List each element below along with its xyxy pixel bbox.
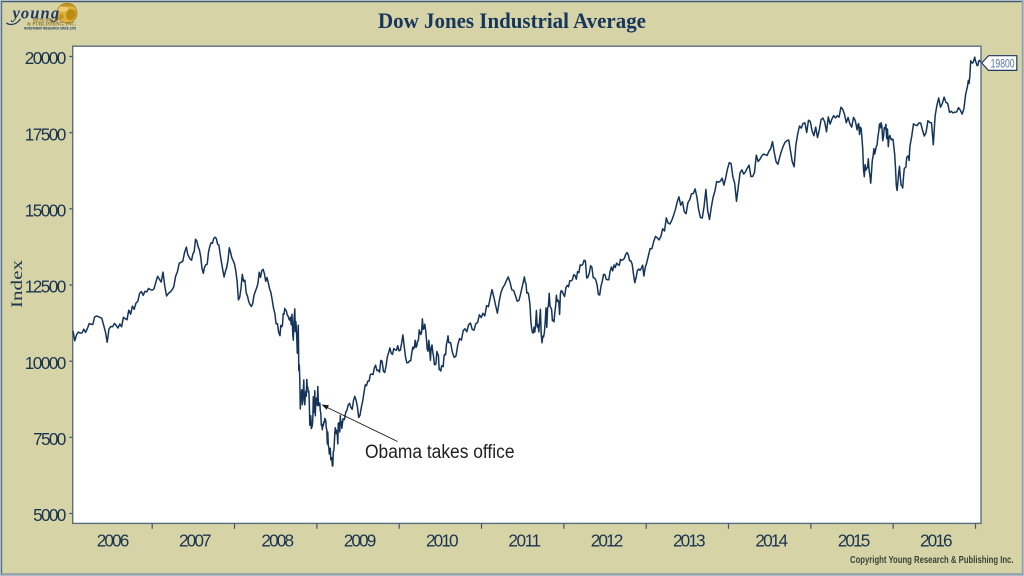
- svg-text:2014: 2014: [755, 530, 788, 550]
- svg-text:10000: 10000: [25, 353, 67, 373]
- svg-text:17500: 17500: [25, 124, 67, 144]
- svg-text:2015: 2015: [838, 530, 871, 550]
- svg-text:20000: 20000: [25, 48, 67, 68]
- svg-text:RESEARCH: RESEARCH: [33, 17, 59, 23]
- svg-text:19800: 19800: [991, 56, 1015, 70]
- svg-text:Index: Index: [9, 260, 26, 308]
- svg-text:INVESTMENT RESEARCH SINCE 1978: INVESTMENT RESEARCH SINCE 1978: [24, 27, 76, 31]
- svg-text:2013: 2013: [673, 530, 706, 550]
- svg-text:2006: 2006: [97, 530, 130, 550]
- svg-text:2011: 2011: [508, 530, 541, 550]
- svg-text:2016: 2016: [920, 530, 953, 550]
- svg-text:2009: 2009: [344, 530, 377, 550]
- svg-text:12500: 12500: [25, 277, 67, 297]
- svg-text:15000: 15000: [25, 200, 67, 220]
- svg-text:Copyright Young Research & Pub: Copyright Young Research & Publishing In…: [850, 555, 1014, 566]
- svg-text:2010: 2010: [426, 530, 459, 550]
- svg-text:2008: 2008: [261, 530, 294, 550]
- svg-text:7500: 7500: [33, 429, 66, 449]
- svg-text:& PUBLISHING, INC.: & PUBLISHING, INC.: [27, 22, 77, 28]
- svg-text:Dow Jones Industrial Average: Dow Jones Industrial Average: [378, 8, 646, 33]
- svg-text:Obama takes office: Obama takes office: [365, 442, 515, 463]
- svg-text:2007: 2007: [179, 530, 212, 550]
- svg-text:young: young: [11, 3, 61, 22]
- svg-text:2012: 2012: [591, 530, 624, 550]
- svg-text:5000: 5000: [33, 505, 66, 525]
